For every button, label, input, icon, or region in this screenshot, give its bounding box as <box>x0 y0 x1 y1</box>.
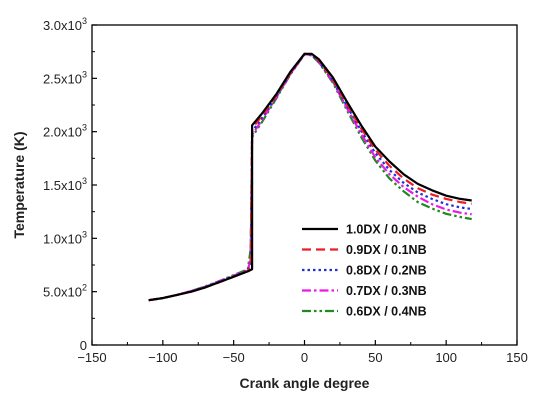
x-tick-label: −150 <box>77 350 106 365</box>
y-tick-label: 5.0x102 <box>43 283 87 300</box>
x-tick-label: −50 <box>223 350 245 365</box>
y-tick-label: 1.5x103 <box>43 176 87 193</box>
legend: 1.0DX / 0.0NB 0.9DX / 0.1NB 0.8DX / 0.2NB 0… <box>302 223 427 319</box>
legend-label: 0.9DX / 0.1NB <box>346 243 427 257</box>
x-tick-label: −100 <box>148 350 177 365</box>
x-tick-label: 0 <box>301 350 308 365</box>
legend-label: 0.6DX / 0.4NB <box>346 305 427 319</box>
y-tick-label: 2.5x103 <box>43 69 87 86</box>
legend-label: 1.0DX / 0.0NB <box>346 223 427 237</box>
legend-label: 0.8DX / 0.2NB <box>346 264 427 278</box>
x-tick-label: 50 <box>368 350 382 365</box>
y-tick-label: 3.0x103 <box>43 16 87 33</box>
y-tick-label: 0 <box>80 338 87 353</box>
y-tick-label: 2.0x103 <box>43 123 87 140</box>
y-axis-title: Temperature (K) <box>11 131 27 238</box>
x-tick-label: 100 <box>435 350 457 365</box>
x-tick-label: 150 <box>506 350 528 365</box>
y-tick-label: 1.0x103 <box>43 229 87 246</box>
series-lines <box>148 52 472 302</box>
series-line <box>148 52 472 302</box>
axes: −150 −100 −50 0 50 100 150 0 5.0x102 1.0x103 1.5x1… <box>43 16 528 365</box>
plot-frame <box>91 24 518 346</box>
legend-label: 0.7DX / 0.3NB <box>346 284 427 298</box>
x-axis-title: Crank angle degree <box>240 375 370 391</box>
